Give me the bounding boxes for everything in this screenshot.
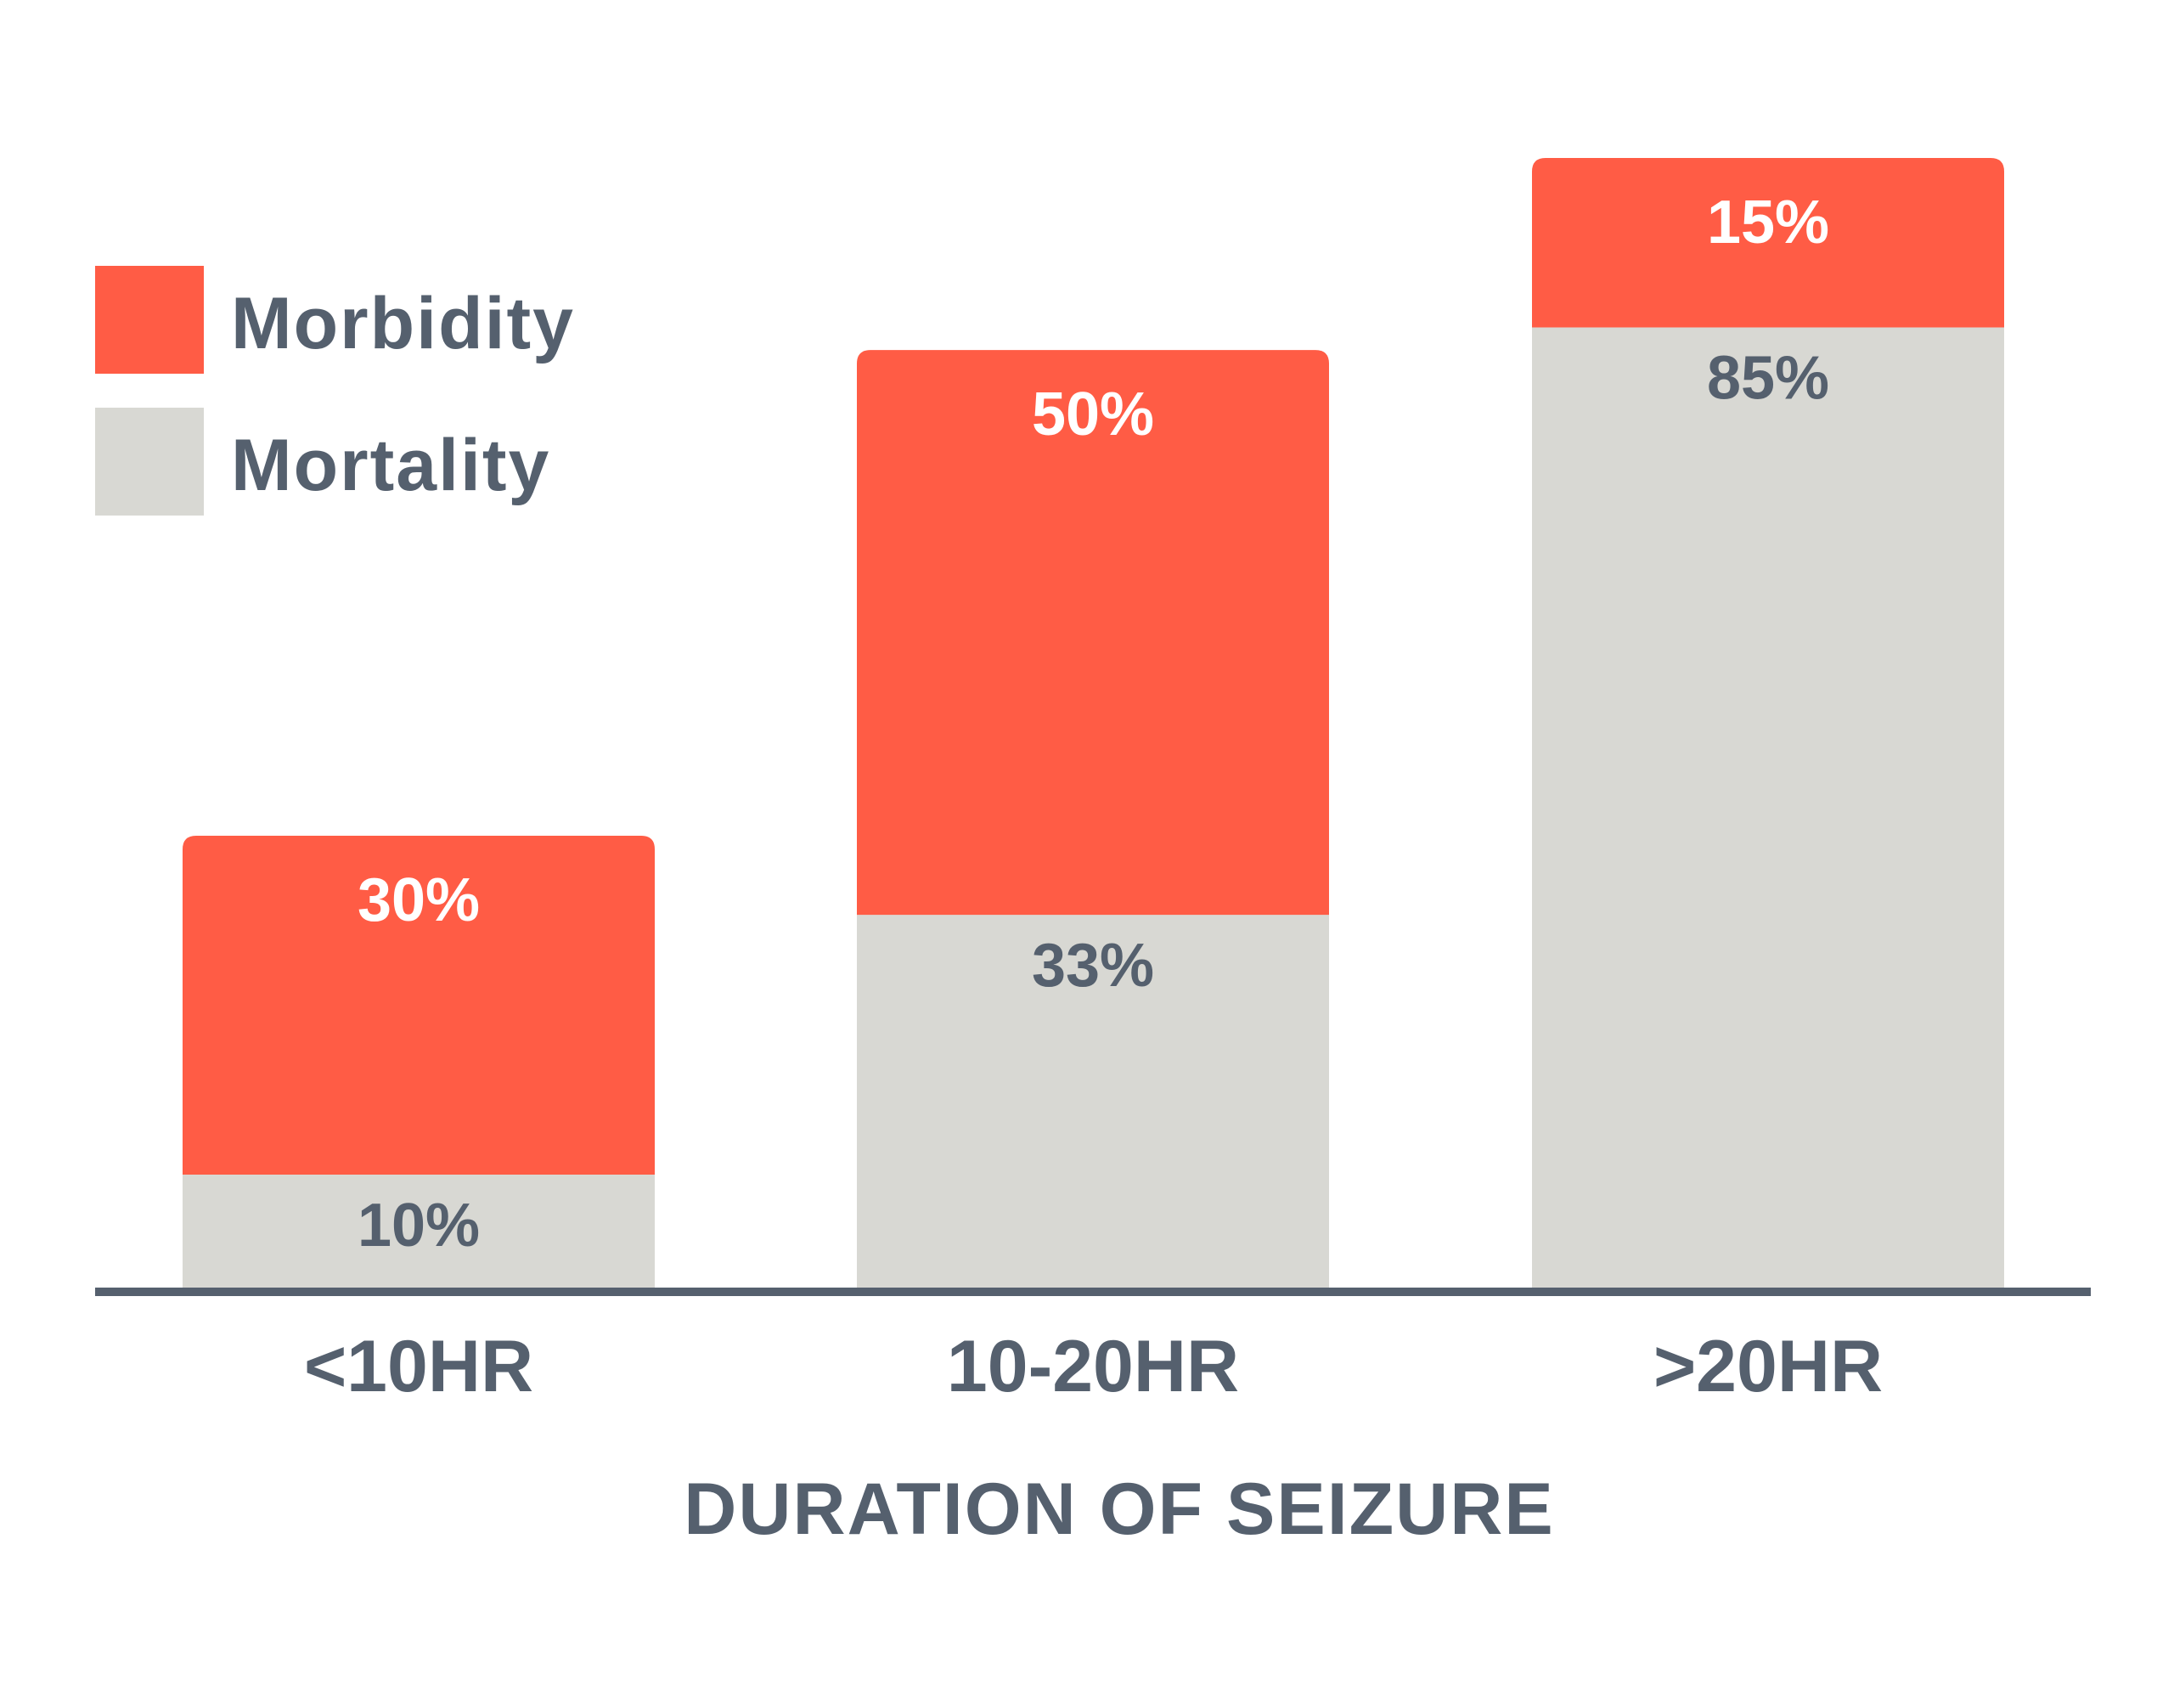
data-label-morbidity-1: 50% bbox=[1032, 380, 1154, 448]
bar-mortality-0 bbox=[183, 1175, 655, 1288]
data-label-mortality-2: 85% bbox=[1707, 345, 1829, 413]
bars-group: 30% 10% 50% 33% 15% 85% bbox=[183, 158, 2004, 1288]
legend-swatch-mortality bbox=[95, 408, 204, 516]
bar-morbidity-2 bbox=[1532, 158, 2004, 328]
data-label-morbidity-2: 15% bbox=[1707, 189, 1829, 256]
x-axis-title: DURATION OF SEIZURE bbox=[684, 1468, 1554, 1550]
category-label-2: >20HR bbox=[1653, 1326, 1883, 1407]
legend: Morbidity Mortality bbox=[95, 266, 575, 516]
legend-label-morbidity: Morbidity bbox=[231, 283, 575, 364]
bar-morbidity-1 bbox=[857, 350, 1329, 916]
data-label-mortality-1: 33% bbox=[1032, 932, 1154, 1000]
data-label-morbidity-0: 30% bbox=[358, 866, 480, 934]
category-label-0: <10HR bbox=[304, 1326, 533, 1407]
legend-swatch-morbidity bbox=[95, 266, 204, 374]
bar-mortality-2 bbox=[1532, 327, 2004, 1288]
legend-label-mortality: Mortality bbox=[231, 425, 550, 506]
bar-morbidity-0 bbox=[183, 836, 655, 1175]
category-labels: <10HR 10-20HR >20HR bbox=[304, 1326, 1883, 1407]
bar-mortality-1 bbox=[857, 915, 1329, 1288]
category-label-1: 10-20HR bbox=[947, 1326, 1239, 1407]
data-label-mortality-0: 10% bbox=[358, 1192, 480, 1260]
